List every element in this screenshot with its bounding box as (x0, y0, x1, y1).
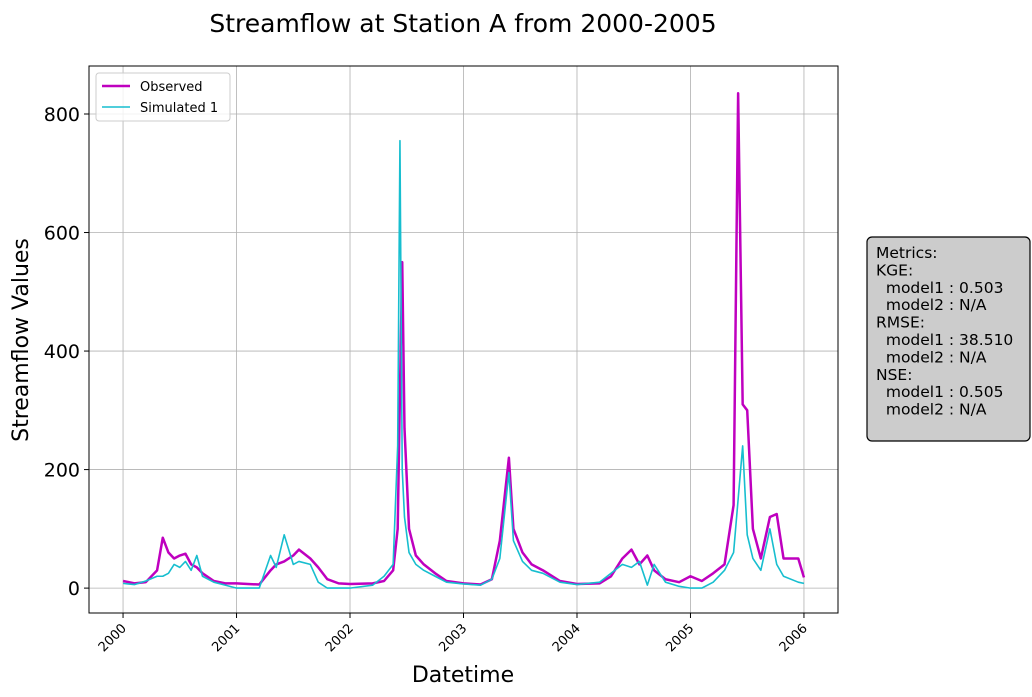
metrics-text: model2 : N/A (876, 401, 987, 419)
metrics-text: Metrics: (876, 244, 938, 262)
legend-label: Simulated 1 (140, 101, 218, 116)
x-axis-label: Datetime (412, 663, 514, 688)
metrics-text: RMSE: (876, 314, 925, 332)
x-tick-label: 2005 (663, 621, 697, 655)
plot-frame (88, 65, 839, 614)
metrics-text: model1 : 0.503 (876, 279, 1003, 297)
series-line (122, 92, 806, 586)
metrics-text: KGE: (876, 261, 913, 279)
metrics-box (866, 236, 1031, 442)
metrics-text: model1 : 38.510 (876, 331, 1013, 349)
y-tick-label: 400 (44, 341, 80, 363)
chart-title: Streamflow at Station A from 2000-2005 (209, 9, 716, 38)
x-tick-label: 2003 (436, 621, 470, 655)
y-tick-label: 0 (68, 578, 80, 600)
x-tick-label: 2006 (777, 621, 811, 655)
series-line (122, 139, 805, 589)
metrics-text: model1 : 0.505 (876, 383, 1003, 401)
metrics-text: model2 : N/A (876, 296, 987, 314)
legend-label: Observed (140, 80, 203, 95)
y-tick-label: 200 (44, 460, 80, 482)
x-tick-label: 2002 (323, 621, 357, 655)
x-tick-label: 2001 (209, 621, 243, 655)
metrics-text: model2 : N/A (876, 348, 987, 366)
y-tick-label: 600 (44, 223, 80, 245)
y-axis-label: Streamflow Values (9, 238, 34, 442)
y-tick-label: 800 (44, 104, 80, 126)
x-tick-label: 2000 (96, 621, 130, 655)
metrics-text: NSE: (876, 366, 912, 384)
x-tick-label: 2004 (550, 621, 584, 655)
